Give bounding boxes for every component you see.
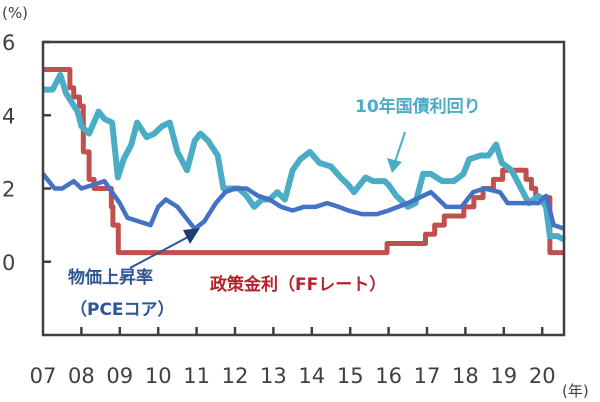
x-tick-label: 14 xyxy=(298,364,325,388)
pce-label-line2: （PCEコア） xyxy=(70,299,175,320)
y-tick-label: 0 xyxy=(2,251,15,275)
x-tick-label: 18 xyxy=(452,364,479,388)
series-line-ust10y xyxy=(43,71,566,243)
x-tick-label: 09 xyxy=(106,364,133,388)
x-tick-label: 20 xyxy=(529,364,556,388)
x-axis: 07 08 09 10 11 12 13 14 15 16 17 18 19 20 xyxy=(30,327,556,388)
y-axis: 6 4 2 0 xyxy=(2,31,51,275)
x-tick-label: 07 xyxy=(30,364,57,388)
x-tick-label: 15 xyxy=(337,364,364,388)
ust10y-label: 10年国債利回り xyxy=(355,96,481,117)
y-tick-label: 6 xyxy=(2,31,15,55)
ust10y-arrow xyxy=(394,131,406,163)
y-tick-label: 4 xyxy=(2,104,15,128)
plot-frame xyxy=(41,40,566,337)
ffrate-label: 政策金利（FFレート） xyxy=(210,274,386,295)
pce-arrow xyxy=(129,236,189,269)
y-axis-unit: (%) xyxy=(2,4,28,22)
series-lines xyxy=(41,66,566,256)
x-tick-label: 16 xyxy=(375,364,402,388)
ust10y-arrowhead xyxy=(387,158,402,173)
x-tick-label: 08 xyxy=(68,364,95,388)
x-tick-label: 17 xyxy=(414,364,441,388)
y-tick-label: 2 xyxy=(2,178,15,202)
pce-label-line1: 物価上昇率 xyxy=(68,267,153,288)
x-tick-label: 11 xyxy=(183,364,210,388)
pce-arrowhead xyxy=(183,228,200,244)
x-tick-label: 13 xyxy=(260,364,287,388)
x-axis-unit: (年) xyxy=(562,382,589,400)
series-line-pce xyxy=(41,172,566,232)
x-tick-label: 10 xyxy=(145,364,172,388)
x-tick-label: 19 xyxy=(490,364,517,388)
x-tick-label: 12 xyxy=(222,364,249,388)
